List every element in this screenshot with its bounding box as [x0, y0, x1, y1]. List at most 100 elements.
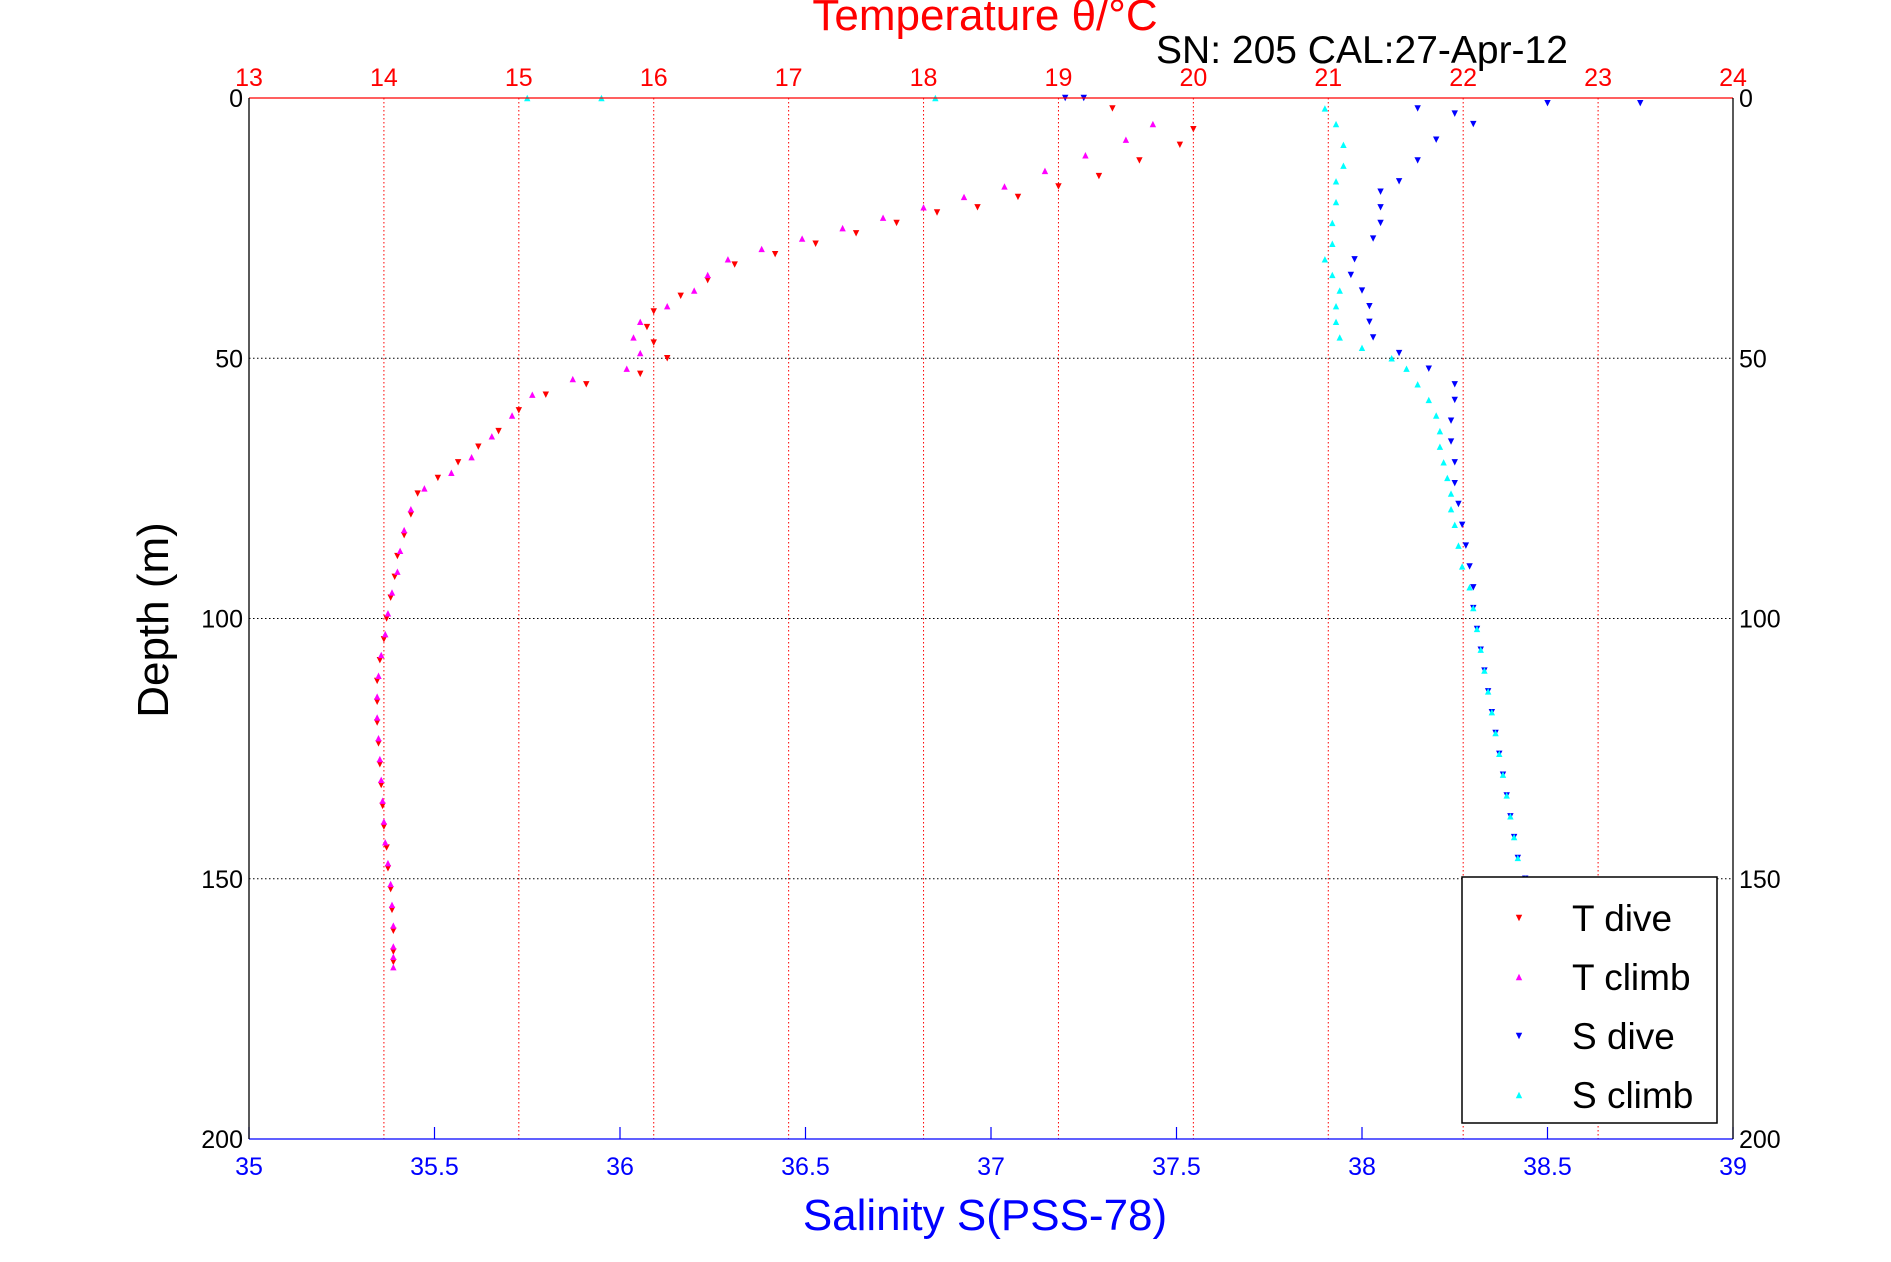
- t-climb-point: [623, 365, 630, 372]
- t-climb-point: [384, 859, 392, 867]
- s-climb-point: [1329, 240, 1336, 247]
- t-climb-point: [421, 485, 428, 492]
- t-dive-point: [383, 615, 390, 622]
- t-climb-point: [724, 256, 732, 263]
- salinity-tick-label: 35.5: [410, 1153, 459, 1181]
- t-climb-point: [637, 349, 644, 357]
- temperature-tick-label: 22: [1449, 64, 1477, 92]
- t-dive-point: [390, 927, 397, 934]
- legend-marker-t-climb: [1515, 973, 1523, 981]
- s-climb-point: [1336, 287, 1343, 294]
- t-dive-point: [495, 427, 502, 435]
- s-climb-point: [1388, 355, 1395, 362]
- s-climb-point: [1340, 141, 1347, 149]
- t-climb-point: [1001, 183, 1008, 190]
- s-climb-point: [1332, 198, 1340, 206]
- t-dive-point: [387, 594, 394, 601]
- t-climb-point: [1082, 152, 1089, 159]
- s-climb-point: [1340, 162, 1347, 169]
- data-points: [373, 94, 1644, 971]
- t-climb-point: [388, 901, 396, 908]
- s-dive-point: [1447, 417, 1455, 424]
- t-climb-point: [488, 433, 496, 440]
- s-dive-point: [1414, 105, 1421, 112]
- legend-marker-s-dive: [1515, 1032, 1523, 1040]
- t-dive-point: [812, 240, 819, 247]
- salinity-tick-label: 36: [606, 1153, 634, 1181]
- depth-tick-label-left: 50: [215, 345, 243, 373]
- s-climb-point: [1425, 396, 1432, 404]
- t-dive-point: [475, 443, 482, 450]
- t-dive-point: [390, 948, 397, 955]
- temperature-tick-label: 15: [505, 64, 533, 92]
- s-dive-point: [1425, 365, 1432, 372]
- t-climb-point: [1041, 167, 1049, 175]
- legend-label-s-climb: S climb: [1572, 1075, 1693, 1116]
- temperature-tick-label: 17: [775, 64, 803, 92]
- t-dive-point: [583, 381, 590, 388]
- depth-tick-label-right: 0: [1739, 85, 1753, 113]
- t-climb-point: [637, 318, 644, 326]
- s-dive-point: [1351, 256, 1358, 263]
- salinity-tick-label: 38.5: [1523, 1153, 1572, 1181]
- temperature-tick-label: 24: [1719, 64, 1747, 92]
- t-climb-point: [378, 651, 385, 659]
- s-climb-point: [1321, 105, 1329, 112]
- s-climb-point: [1484, 688, 1492, 695]
- t-dive-point: [1190, 126, 1197, 133]
- depth-tick-label-right: 100: [1739, 606, 1781, 634]
- t-dive-point: [542, 391, 549, 398]
- legend: T dive T climb S dive S climb: [1461, 876, 1718, 1124]
- t-climb-point: [384, 610, 392, 617]
- s-climb-point: [1447, 505, 1455, 513]
- t-climb-point: [396, 547, 404, 555]
- t-climb-point: [400, 526, 408, 534]
- t-climb-point: [390, 943, 397, 950]
- chart-title: Temperature θ/°C: [812, 0, 1157, 40]
- t-dive-point: [852, 230, 860, 237]
- t-dive-point: [400, 532, 408, 539]
- s-dive-point: [1451, 381, 1458, 388]
- axis-ticks: [248, 1127, 1734, 1139]
- t-dive-point: [454, 459, 462, 466]
- legend-label-s-dive: S dive: [1572, 1016, 1675, 1057]
- s-dive-point: [1466, 563, 1473, 570]
- temperature-tick-label: 13: [235, 64, 263, 92]
- t-dive-point: [394, 552, 401, 560]
- s-climb-point: [1329, 219, 1336, 227]
- s-climb-point: [1458, 563, 1466, 570]
- salinity-tick-label: 37: [977, 1153, 1005, 1181]
- t-dive-point: [1055, 183, 1062, 190]
- s-climb-point: [1358, 344, 1366, 352]
- t-dive-point: [974, 204, 981, 211]
- t-dive-point: [893, 219, 900, 227]
- t-dive-point: [643, 323, 651, 331]
- s-climb-point: [1470, 604, 1477, 612]
- depth-tick-label-left: 200: [201, 1126, 243, 1154]
- s-climb-point: [1447, 490, 1455, 497]
- t-dive-point: [637, 370, 644, 378]
- plot-frame: [248, 97, 1734, 1140]
- s-dive-point: [1451, 396, 1458, 404]
- t-climb-point: [390, 953, 397, 961]
- temperature-tick-label: 23: [1584, 64, 1612, 92]
- s-dive-point: [1377, 188, 1384, 195]
- depth-tick-label-left: 0: [229, 85, 243, 113]
- s-dive-point: [1395, 178, 1403, 185]
- temperature-tick-label: 18: [910, 64, 938, 92]
- t-climb-point: [798, 235, 806, 242]
- t-dive-point: [391, 573, 398, 581]
- t-climb-point: [1149, 120, 1157, 128]
- t-dive-point: [677, 292, 684, 299]
- t-climb-point: [960, 193, 968, 201]
- s-climb-point: [1332, 303, 1340, 310]
- t-dive-point: [704, 276, 711, 284]
- s-climb-point: [1332, 120, 1340, 128]
- depth-tick-label-left: 150: [201, 866, 243, 894]
- s-climb-point: [1433, 412, 1440, 419]
- s-climb-point: [1503, 792, 1510, 799]
- s-dive-point: [1470, 120, 1477, 128]
- t-dive-point: [731, 261, 738, 268]
- temperature-tick-label: 21: [1314, 64, 1342, 92]
